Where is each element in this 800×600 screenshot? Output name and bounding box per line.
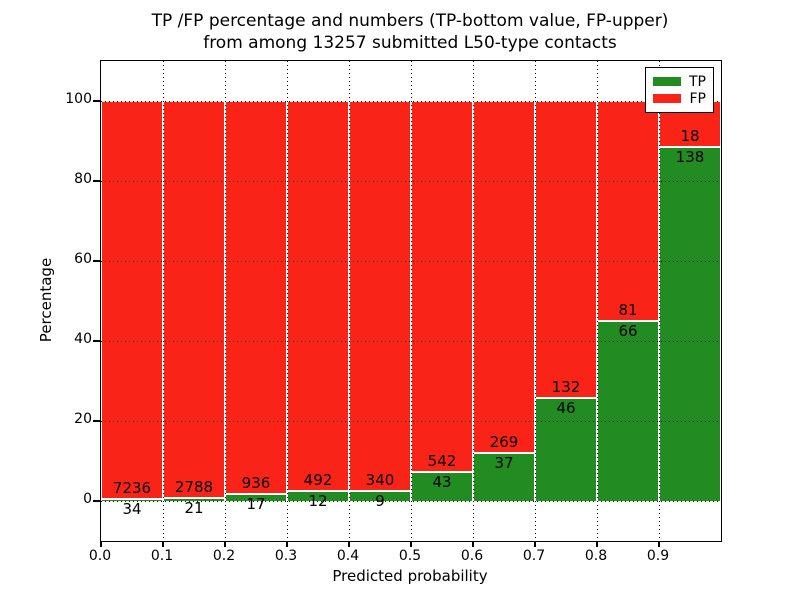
x-axis-tick <box>534 541 536 547</box>
gridline-vertical <box>473 61 474 541</box>
x-tick-label: 0.1 <box>150 548 174 564</box>
bar-value-fp-0.3-0.4: 492 <box>303 471 333 490</box>
gridline-vertical <box>411 61 412 541</box>
bar-segment-fp-0.0-0.1 <box>101 101 163 500</box>
gridline-vertical <box>287 61 288 541</box>
bar-value-fp-0.1-0.2: 2788 <box>174 478 214 496</box>
bar-value-fp-0.4-0.5: 340 <box>365 470 395 489</box>
bar-value-tp-0.2-0.3: 17 <box>246 494 266 513</box>
bar-value-fp-0.8-0.9: 81 <box>618 301 638 320</box>
x-tick-label: 0.6 <box>460 548 484 564</box>
legend-swatch-tp-icon <box>653 77 681 86</box>
bar-segment-tp-0.7-0.8 <box>535 397 597 501</box>
y-tick-label: 100 <box>65 91 92 107</box>
x-tick-label: 0.0 <box>88 548 112 564</box>
gridline-horizontal <box>101 261 721 262</box>
bar-value-tp-0.6-0.7: 37 <box>494 453 514 472</box>
bar-segment-tp-0.5-0.6 <box>411 471 473 501</box>
bar-value-fp-0.9-1.0: 18 <box>680 127 700 146</box>
x-tick-label: 0.9 <box>646 548 670 564</box>
bar-segment-fp-0.5-0.6 <box>411 101 473 472</box>
bar-value-tp-0.4-0.5: 9 <box>375 491 385 510</box>
legend-entry-fp: FP <box>653 90 706 107</box>
gridline-vertical <box>225 61 226 541</box>
x-axis-tick <box>100 541 102 547</box>
y-axis-title: Percentage <box>37 257 55 343</box>
bar-segment-fp-0.3-0.4 <box>287 101 349 492</box>
x-axis-tick <box>410 541 412 547</box>
x-tick-label: 0.7 <box>522 548 546 564</box>
gridline-horizontal <box>101 341 721 342</box>
x-axis-tick <box>162 541 164 547</box>
x-axis-tick <box>286 541 288 547</box>
y-axis-tick <box>93 420 100 422</box>
bar-value-fp-0.5-0.6: 542 <box>427 451 457 470</box>
bar-segment-tp-0.9-1.0 <box>659 147 721 501</box>
bar-segment-fp-0.6-0.7 <box>473 101 535 453</box>
x-axis-title: Predicted probability <box>332 567 488 585</box>
y-axis-tick <box>93 260 100 262</box>
legend-swatch-fp-icon <box>653 94 681 103</box>
bar-value-fp-0.0-0.1: 7236 <box>112 479 152 498</box>
chart-title: TP /FP percentage and numbers (TP-bottom… <box>152 10 669 54</box>
gridline-horizontal <box>101 501 721 502</box>
bar-value-tp-0.7-0.8: 46 <box>556 398 576 417</box>
gridline-horizontal <box>101 421 721 422</box>
x-tick-label: 0.8 <box>584 548 608 564</box>
bar-value-tp-0.0-0.1: 34 <box>122 500 142 519</box>
bar-value-fp-0.2-0.3: 936 <box>241 473 271 492</box>
gridline-vertical <box>163 61 164 541</box>
x-tick-label: 0.5 <box>398 548 422 564</box>
y-tick-label: 40 <box>74 331 92 347</box>
x-axis-tick <box>658 541 660 547</box>
plot-area: 7236 34 2788 21 936 17 492 12 340 9 542 43 269 37 132 4… <box>100 60 722 542</box>
legend: TP FP <box>645 67 714 113</box>
bar-segment-tp-0.8-0.9 <box>597 321 659 501</box>
x-tick-label: 0.4 <box>336 548 360 564</box>
bar-segment-fp-0.1-0.2 <box>163 101 225 498</box>
bar-segment-fp-0.7-0.8 <box>535 101 597 398</box>
y-axis-tick <box>93 180 100 182</box>
chart-title-line1: TP /FP percentage and numbers (TP-bottom… <box>151 11 669 31</box>
bar-value-fp-0.7-0.8: 132 <box>551 377 581 396</box>
bar-value-fp-0.6-0.7: 269 <box>489 432 519 451</box>
bar-value-tp-0.5-0.6: 43 <box>432 472 452 491</box>
x-axis-tick <box>472 541 474 547</box>
bar-segment-tp-0.6-0.7 <box>473 452 535 501</box>
y-tick-label: 80 <box>74 171 92 187</box>
gridline-horizontal <box>101 101 721 102</box>
bar-value-tp-0.3-0.4: 12 <box>308 492 328 511</box>
y-axis-tick <box>93 340 100 342</box>
x-tick-label: 0.2 <box>212 548 236 564</box>
legend-label-fp: FP <box>689 90 707 107</box>
bar-value-tp-0.9-1.0: 138 <box>675 148 705 167</box>
gridline-vertical <box>349 61 350 541</box>
bar-value-tp-0.8-0.9: 66 <box>618 322 638 341</box>
gridline-vertical <box>597 61 598 541</box>
bar-value-tp-0.1-0.2: 21 <box>184 499 204 517</box>
chart-title-line2: from among 13257 submitted L50-type cont… <box>203 33 617 53</box>
x-axis-tick <box>224 541 226 547</box>
y-tick-label: 20 <box>74 411 92 427</box>
y-axis-tick <box>93 500 100 502</box>
x-tick-label: 0.3 <box>274 548 298 564</box>
bar-segment-fp-0.2-0.3 <box>225 101 287 494</box>
y-axis-tick <box>93 100 100 102</box>
legend-entry-tp: TP <box>653 73 706 90</box>
bar-segment-tp-0.0-0.1 <box>101 499 163 501</box>
y-tick-label: 60 <box>74 251 92 267</box>
bar-segment-fp-0.4-0.5 <box>349 101 411 491</box>
x-axis-tick <box>596 541 598 547</box>
bar-segment-fp-0.8-0.9 <box>597 101 659 322</box>
gridline-vertical <box>535 61 536 541</box>
gridline-vertical <box>659 61 660 541</box>
x-axis-tick <box>348 541 350 547</box>
y-tick-label: 0 <box>83 491 92 507</box>
legend-label-tp: TP <box>689 73 706 90</box>
gridline-horizontal <box>101 181 721 182</box>
